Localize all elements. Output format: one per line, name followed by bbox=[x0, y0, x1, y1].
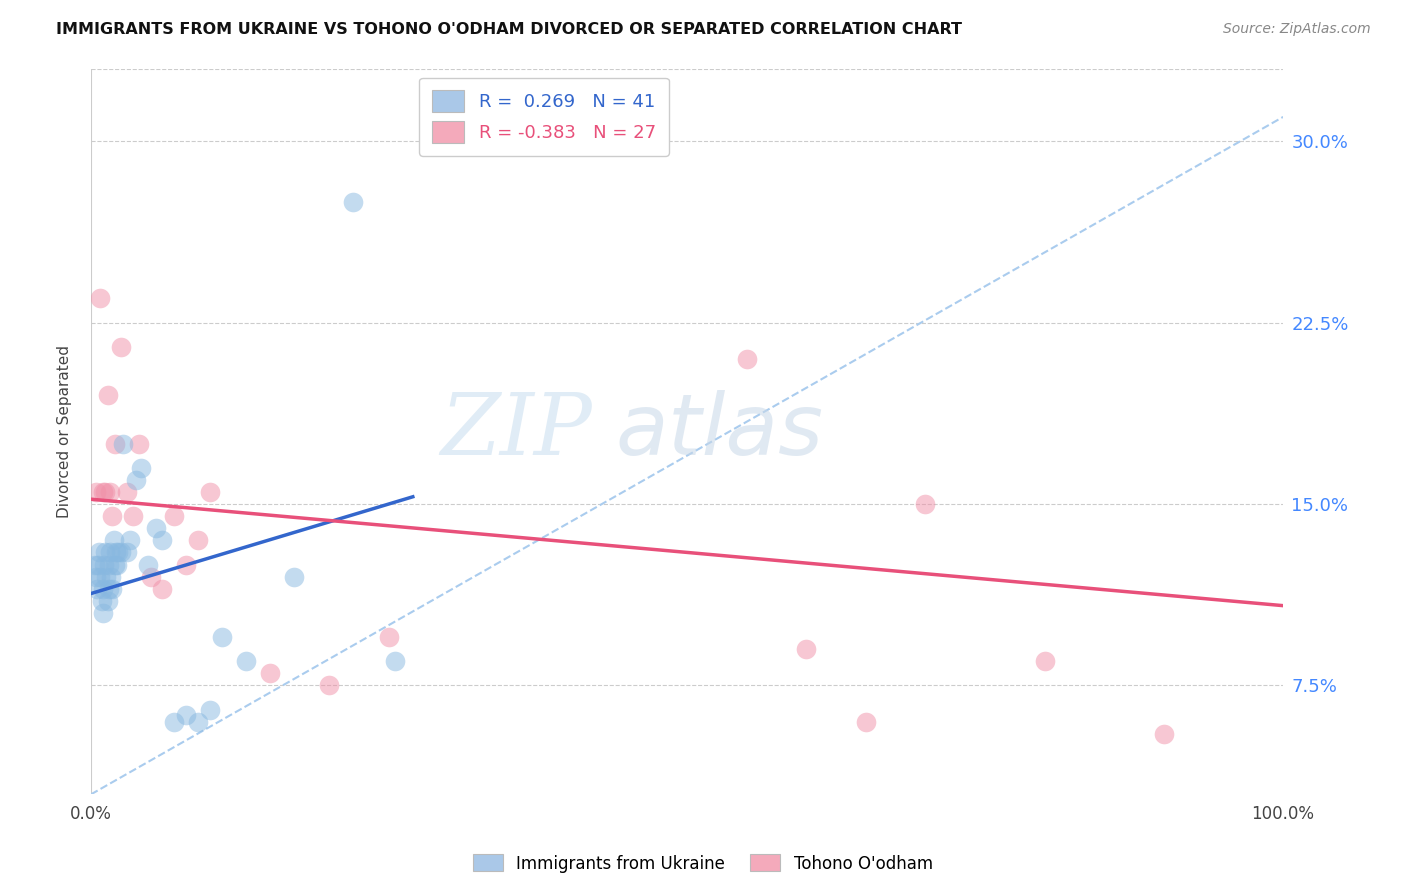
Point bbox=[187, 533, 209, 548]
Point bbox=[211, 630, 233, 644]
Point bbox=[198, 703, 221, 717]
Point bbox=[89, 545, 111, 559]
Text: IMMIGRANTS FROM UKRAINE VS TOHONO O'ODHAM DIVORCED OR SEPARATED CORRELATION CHAR: IMMIGRANTS FROM UKRAINE VS TOHONO O'ODHA… bbox=[56, 22, 962, 37]
Point bbox=[198, 484, 221, 499]
Point bbox=[94, 545, 117, 559]
Point bbox=[283, 569, 305, 583]
Point bbox=[89, 569, 111, 583]
Point bbox=[104, 436, 127, 450]
Text: ZIP: ZIP bbox=[440, 390, 592, 473]
Point bbox=[90, 594, 112, 608]
Point bbox=[94, 484, 117, 499]
Point bbox=[86, 582, 108, 596]
Point bbox=[128, 436, 150, 450]
Point bbox=[83, 558, 105, 572]
Point bbox=[152, 582, 174, 596]
Point bbox=[187, 714, 209, 729]
Point bbox=[97, 388, 120, 402]
Point bbox=[91, 582, 114, 596]
Point bbox=[121, 509, 143, 524]
Point bbox=[735, 351, 758, 366]
Point bbox=[129, 460, 152, 475]
Point bbox=[97, 582, 120, 596]
Text: Source: ZipAtlas.com: Source: ZipAtlas.com bbox=[1223, 22, 1371, 37]
Point bbox=[93, 558, 115, 572]
Point bbox=[235, 654, 257, 668]
Point bbox=[100, 569, 122, 583]
Point bbox=[97, 594, 120, 608]
Point bbox=[98, 545, 121, 559]
Point bbox=[1033, 654, 1056, 668]
Point bbox=[115, 545, 138, 559]
Point bbox=[84, 484, 107, 499]
Point bbox=[145, 521, 167, 535]
Point bbox=[110, 545, 132, 559]
Point bbox=[87, 558, 110, 572]
Point bbox=[101, 582, 124, 596]
Point bbox=[96, 569, 118, 583]
Text: atlas: atlas bbox=[616, 390, 824, 473]
Point bbox=[163, 509, 186, 524]
Point bbox=[103, 533, 125, 548]
Y-axis label: Divorced or Separated: Divorced or Separated bbox=[58, 345, 72, 518]
Point bbox=[105, 558, 128, 572]
Point bbox=[115, 484, 138, 499]
Point bbox=[176, 707, 198, 722]
Point bbox=[384, 654, 406, 668]
Point bbox=[91, 484, 114, 499]
Point bbox=[794, 642, 817, 657]
Point bbox=[101, 509, 124, 524]
Point bbox=[125, 473, 148, 487]
Point bbox=[120, 533, 142, 548]
Point bbox=[104, 558, 127, 572]
Point bbox=[84, 569, 107, 583]
Point bbox=[91, 606, 114, 620]
Point bbox=[98, 484, 121, 499]
Point bbox=[259, 666, 281, 681]
Point bbox=[378, 630, 401, 644]
Point bbox=[1153, 727, 1175, 741]
Point bbox=[89, 291, 111, 305]
Point bbox=[176, 558, 198, 572]
Point bbox=[914, 497, 936, 511]
Point bbox=[855, 714, 877, 729]
Point bbox=[104, 545, 127, 559]
Legend: R =  0.269   N = 41, R = -0.383   N = 27: R = 0.269 N = 41, R = -0.383 N = 27 bbox=[419, 78, 669, 156]
Point bbox=[110, 340, 132, 354]
Point bbox=[318, 678, 340, 692]
Point bbox=[139, 569, 162, 583]
Point bbox=[107, 545, 129, 559]
Point bbox=[163, 714, 186, 729]
Point bbox=[97, 558, 120, 572]
Point bbox=[112, 436, 135, 450]
Point bbox=[136, 558, 159, 572]
Point bbox=[342, 194, 364, 209]
Point bbox=[152, 533, 174, 548]
Legend: Immigrants from Ukraine, Tohono O'odham: Immigrants from Ukraine, Tohono O'odham bbox=[467, 847, 939, 880]
